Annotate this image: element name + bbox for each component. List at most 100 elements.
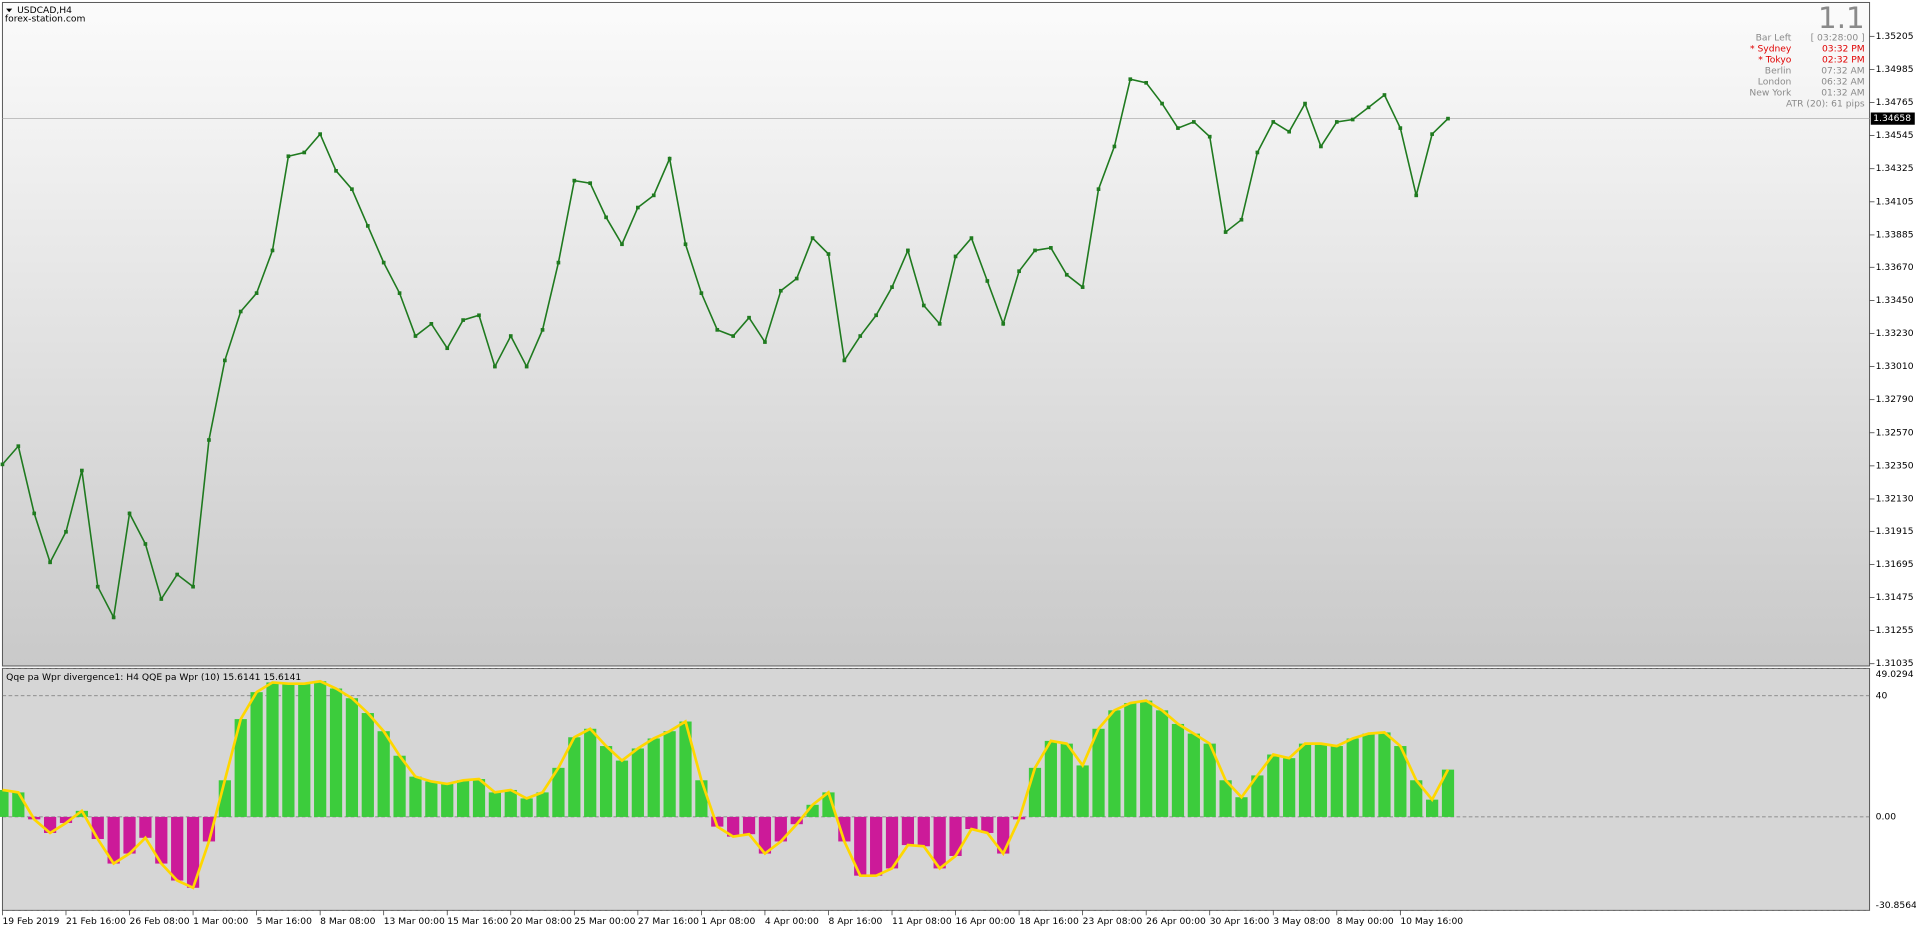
histogram-bar <box>1378 732 1391 817</box>
price-point <box>937 322 942 326</box>
histogram-bar <box>885 816 899 869</box>
histogram-bar <box>1140 700 1153 817</box>
info-value: 03:32 PM <box>1822 43 1865 54</box>
price-point <box>524 364 529 369</box>
price-point <box>953 254 958 259</box>
histogram-bar <box>202 816 216 842</box>
x-tick-label: 4 Apr 00:00 <box>765 916 819 927</box>
info-big: 1.1 <box>1818 1 1865 35</box>
price-point <box>1160 101 1164 106</box>
y-tick-label: 1.34765 <box>1876 97 1914 108</box>
histogram-bar <box>758 816 772 854</box>
price-point <box>1446 116 1450 121</box>
price-point <box>1287 129 1291 134</box>
price-point <box>397 291 402 295</box>
price-point <box>1271 120 1276 124</box>
histogram-bar <box>663 731 676 817</box>
price-point <box>223 358 227 363</box>
histogram-bar <box>314 681 327 817</box>
price-point <box>699 291 704 295</box>
histogram-bar <box>441 783 454 817</box>
histogram-bar <box>647 738 660 817</box>
price-point <box>365 224 370 228</box>
price-point <box>1144 80 1149 85</box>
price-panel <box>1 1 1871 667</box>
info-label: Berlin <box>1765 65 1792 76</box>
histogram-bar <box>298 683 311 817</box>
price-point <box>1033 248 1037 253</box>
x-tick-label: 10 May 16:00 <box>1400 916 1463 927</box>
x-tick-label: 27 Mar 16:00 <box>638 916 699 927</box>
price-line <box>1 78 1449 620</box>
histogram-bar <box>91 816 104 840</box>
histogram-bar <box>171 816 184 881</box>
x-tick-label: 13 Mar 00:00 <box>384 916 445 927</box>
histogram-bar <box>139 816 152 838</box>
histogram-bar <box>345 698 359 817</box>
histogram-bar <box>1441 769 1455 817</box>
price-point <box>64 529 68 534</box>
y-tick-label: 0.00 <box>1876 811 1897 822</box>
y-tick-label: 1.32350 <box>1876 460 1914 471</box>
y-tick-label: 1.31255 <box>1876 625 1914 636</box>
menu-arrow[interactable] <box>6 8 13 13</box>
histogram-bar <box>425 781 438 817</box>
histogram-bar <box>377 731 390 817</box>
price-point <box>1080 285 1085 289</box>
price-point <box>1207 134 1212 139</box>
histogram-bar <box>488 792 501 817</box>
price-point <box>874 313 878 318</box>
histogram-bar <box>1203 743 1216 817</box>
histogram-bar <box>520 798 533 817</box>
price-point <box>16 444 21 448</box>
price-point <box>445 346 450 351</box>
x-tick-label: 8 Mar 08:00 <box>320 916 375 927</box>
histogram-bar <box>536 792 549 817</box>
y-tick-label: 1.34325 <box>1876 163 1914 174</box>
price-point <box>1096 187 1101 192</box>
x-tick-label: 19 Feb 2019 <box>2 916 59 927</box>
x-tick-label: 8 Apr 16:00 <box>828 916 882 927</box>
histogram-bar <box>457 780 470 817</box>
price-point <box>286 154 291 159</box>
info-label: New York <box>1749 87 1792 98</box>
price-point <box>651 193 656 198</box>
price-point <box>715 328 720 332</box>
histogram-bar <box>75 810 88 817</box>
histogram-bar <box>933 816 946 869</box>
price-point <box>334 168 338 173</box>
price-point <box>1192 120 1196 124</box>
symbol: USDCAD,H4 <box>17 5 72 16</box>
price-point <box>1128 77 1133 82</box>
info-value: 02:32 PM <box>1822 54 1865 65</box>
y-tick-label: 1.34105 <box>1876 196 1914 207</box>
price-point <box>1255 150 1260 155</box>
histogram-bar <box>1346 738 1359 817</box>
price-point <box>778 288 783 293</box>
price-point <box>1223 230 1228 234</box>
histogram-bar <box>981 816 994 833</box>
price-point <box>429 322 434 326</box>
histogram-bar <box>250 692 263 817</box>
histogram-bar <box>790 816 803 825</box>
price-point <box>1112 144 1117 149</box>
histogram-bar <box>1314 743 1328 817</box>
x-tick-label: 23 Apr 08:00 <box>1083 916 1143 927</box>
histogram-bar <box>742 816 756 835</box>
price-point <box>620 242 624 247</box>
info-value: 01:32 AM <box>1821 87 1864 98</box>
price-point <box>604 215 608 220</box>
x-tick-label: 5 Mar 16:00 <box>257 916 312 927</box>
histogram-bar <box>901 816 915 846</box>
price-point <box>572 178 577 183</box>
indicator-panel <box>1 667 1871 911</box>
x-tick-label: 8 May 00:00 <box>1337 916 1394 927</box>
price-point <box>921 303 926 308</box>
histogram-bar <box>107 816 120 864</box>
histogram-bar <box>12 792 25 817</box>
histogram-bar <box>631 748 644 817</box>
histogram-bar <box>504 789 517 817</box>
histogram-bar <box>282 683 295 817</box>
x-tick-label: 25 Mar 00:00 <box>574 916 635 927</box>
price-point <box>794 276 799 281</box>
